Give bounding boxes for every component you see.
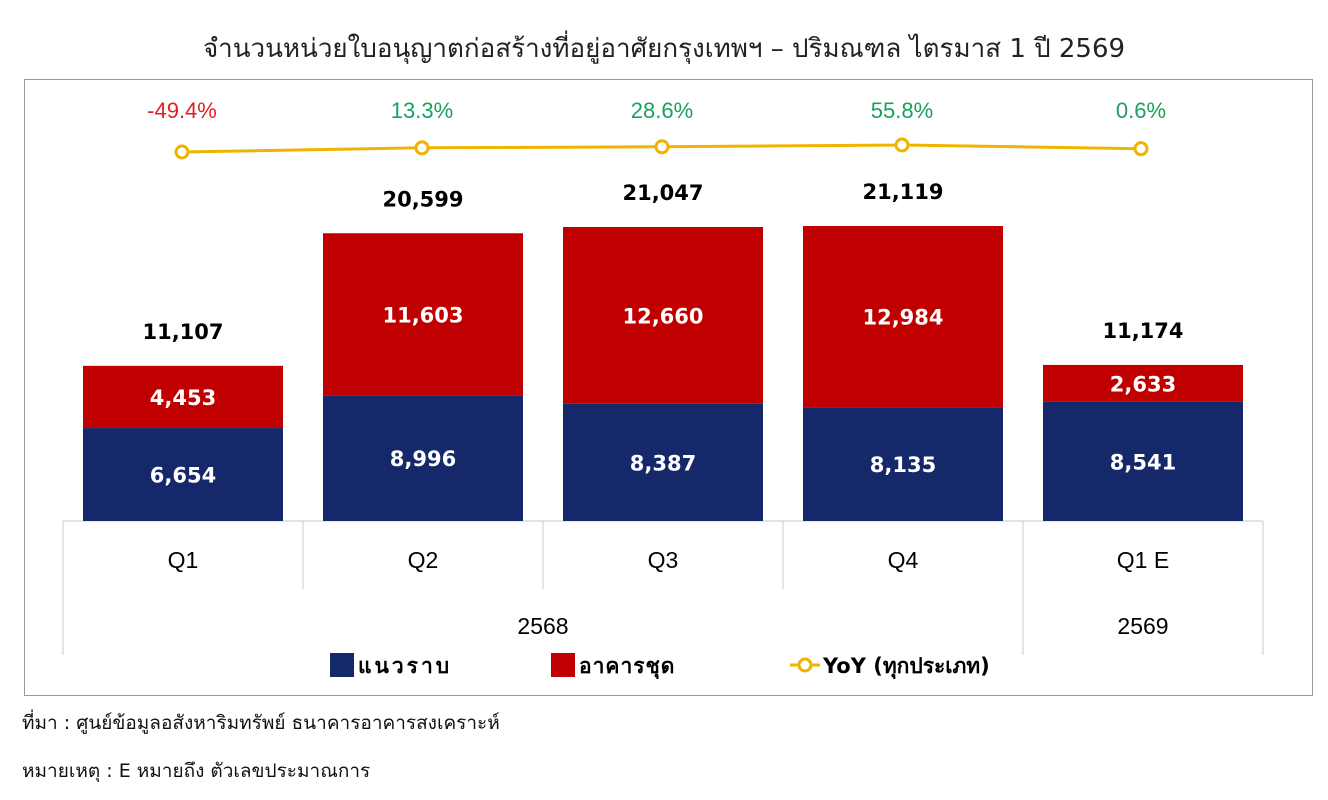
total-label: 20,599 <box>382 187 463 211</box>
bar-segment-lowrise <box>563 403 763 521</box>
yoy-marker <box>1133 141 1149 157</box>
chart-frame <box>24 79 1313 696</box>
legend-label-yoy: YoY (ทุกประเภท) <box>822 654 990 680</box>
bar-segment-condo <box>83 365 283 429</box>
value-label-lowrise: 8,996 <box>390 447 456 471</box>
value-label-condo: 12,984 <box>862 306 943 330</box>
value-label-lowrise: 8,387 <box>630 451 696 475</box>
total-label: 11,107 <box>142 320 223 344</box>
value-label-condo: 2,633 <box>1110 372 1176 396</box>
bar-segment-condo <box>803 226 1003 408</box>
bar-segment-condo <box>563 227 763 404</box>
group-label: 2568 <box>517 613 568 639</box>
category-label: Q2 <box>408 547 439 573</box>
yoy-marker <box>894 137 910 153</box>
yoy-marker <box>654 139 670 155</box>
total-label: 21,047 <box>622 181 703 205</box>
value-label-lowrise: 6,654 <box>150 464 216 488</box>
bar-segment-lowrise <box>323 395 523 521</box>
yoy-marker <box>414 140 430 156</box>
category-label: Q1 E <box>1117 547 1169 573</box>
yoy-label: 28.6% <box>631 98 693 123</box>
category-label: Q4 <box>888 547 919 573</box>
category-label: Q1 <box>168 547 199 573</box>
group-label: 2569 <box>1117 613 1168 639</box>
value-label-condo: 4,453 <box>150 386 216 410</box>
yoy-label: 13.3% <box>391 98 453 123</box>
legend-marker-yoy <box>797 657 813 673</box>
total-label: 11,174 <box>1102 319 1183 343</box>
value-label-lowrise: 8,135 <box>870 453 936 477</box>
legend-label-lowrise: แนวราบ <box>358 654 452 678</box>
value-label-condo: 12,660 <box>622 304 703 328</box>
legend-swatch-lowrise <box>330 653 354 677</box>
chart-title: จำนวนหน่วยใบอนุญาตก่อสร้างที่อยู่อาศัยกร… <box>202 34 1126 64</box>
yoy-label: 0.6% <box>1116 98 1166 123</box>
category-label: Q3 <box>648 547 679 573</box>
total-label: 21,119 <box>862 180 943 204</box>
bar-segment-lowrise <box>1043 401 1243 521</box>
yoy-marker <box>174 144 190 160</box>
bar-segment-lowrise <box>83 428 283 521</box>
value-label-condo: 11,603 <box>382 303 463 327</box>
legend-swatch-condo <box>551 653 575 677</box>
bar-segment-lowrise <box>803 407 1003 521</box>
yoy-label: 55.8% <box>871 98 933 123</box>
source-note: ที่มา : ศูนย์ข้อมูลอสังหาริมทรัพย์ ธนาคา… <box>22 712 500 734</box>
value-label-lowrise: 8,541 <box>1110 450 1176 474</box>
yoy-label: -49.4% <box>147 98 217 123</box>
remark-note: หมายเหตุ : E หมายถึง ตัวเลขประมาณการ <box>22 760 371 782</box>
bar-segment-condo <box>323 233 523 396</box>
bar-segment-condo <box>1043 364 1243 402</box>
legend-label-condo: อาคารชุด <box>579 654 675 680</box>
